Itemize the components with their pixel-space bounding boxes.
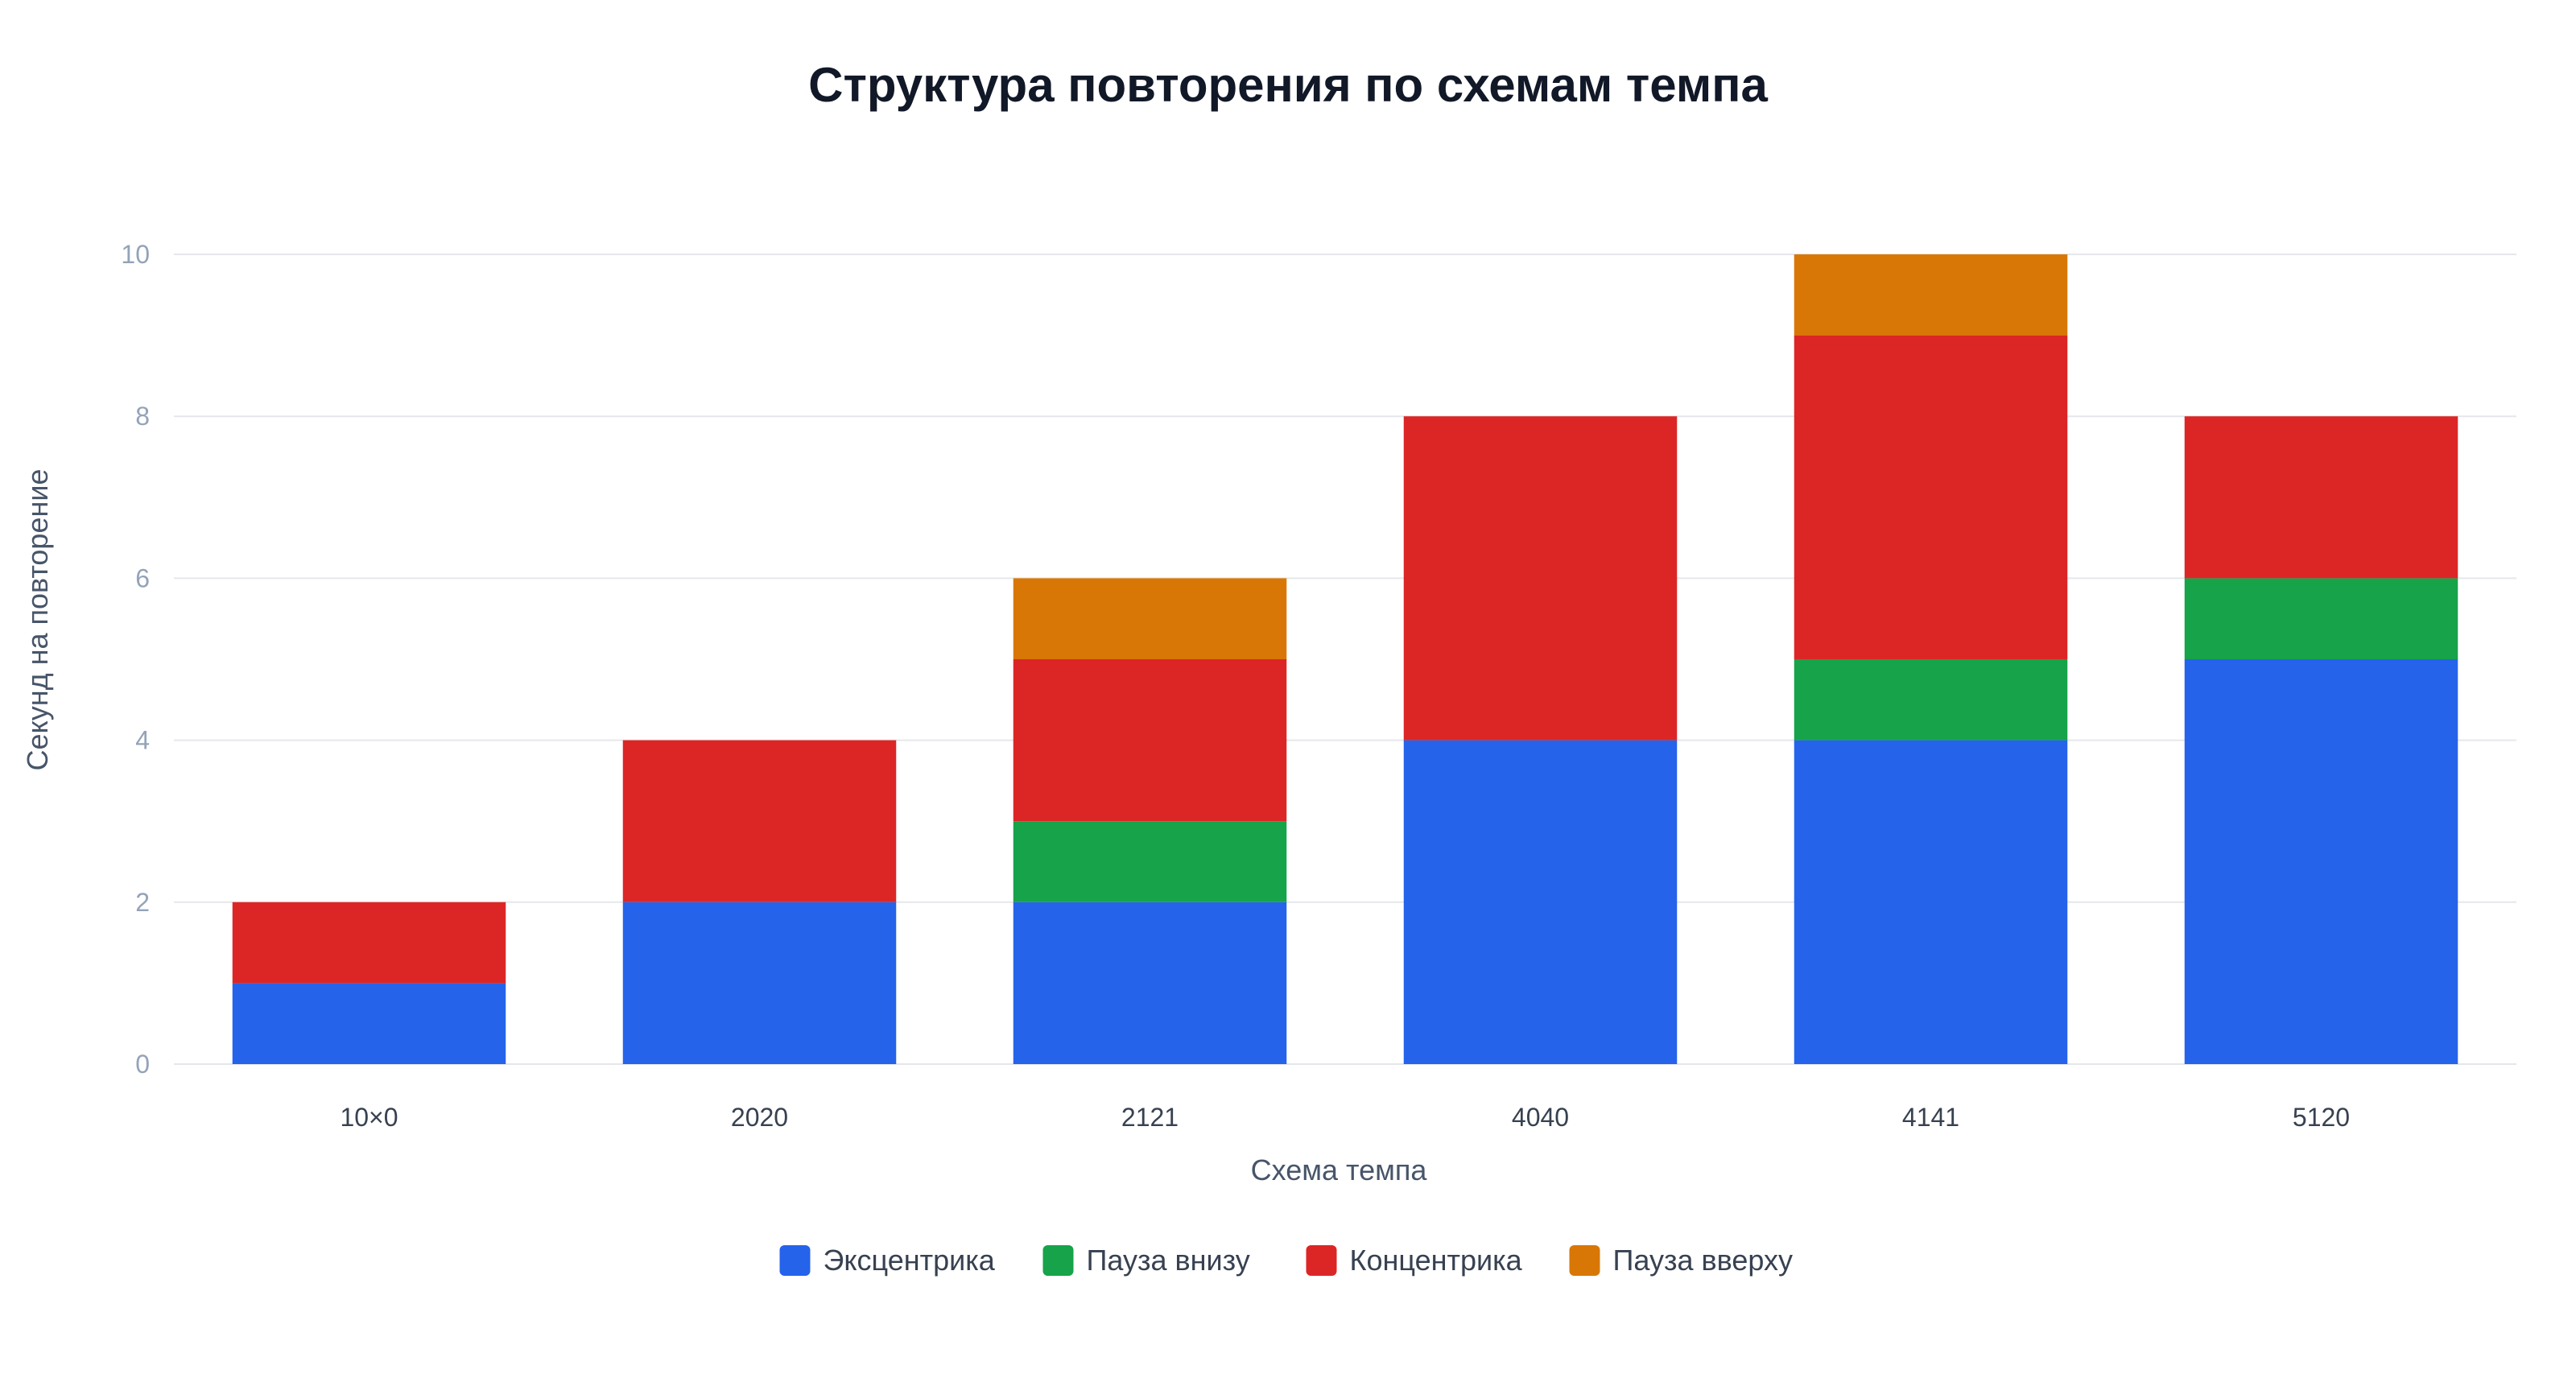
x-tick-label: 10×0 — [340, 1103, 398, 1132]
y-tick-label: 6 — [135, 563, 150, 592]
x-axis-label: Схема темпа — [1251, 1153, 1428, 1186]
legend-label: Пауза внизу — [1087, 1244, 1250, 1277]
x-tick-label: 2020 — [731, 1103, 788, 1132]
bar-segment — [232, 902, 506, 984]
bar-segment — [1794, 254, 2068, 336]
bar-segment — [2184, 416, 2458, 579]
bar-segment — [1013, 902, 1287, 1064]
x-tick-label: 2121 — [1121, 1103, 1179, 1132]
y-axis-ticks: 0 2 4 6 8 10 — [121, 240, 150, 1079]
y-tick-label: 10 — [121, 240, 150, 269]
bar-segment — [1013, 659, 1287, 822]
legend: Эксцентрика Пауза внизу Концентрика Пауза в… — [779, 1244, 1794, 1277]
bar-segment — [1403, 416, 1678, 741]
y-tick-label: 2 — [135, 888, 150, 917]
bar-segment — [1013, 578, 1287, 659]
legend-label: Концентрика — [1350, 1244, 1523, 1277]
legend-swatch — [1569, 1245, 1600, 1276]
bar-segment — [1794, 740, 2068, 1064]
legend-label: Пауза вверху — [1613, 1244, 1794, 1277]
bar-segment — [232, 983, 506, 1064]
chart-title: Структура повторения по схемам темпа — [808, 58, 1768, 112]
bar-segment — [622, 740, 897, 902]
y-tick-label: 0 — [135, 1050, 150, 1079]
bar-segment — [1794, 335, 2068, 659]
bar-segment — [1794, 659, 2068, 741]
y-tick-label: 4 — [135, 726, 150, 755]
x-tick-label: 5120 — [2293, 1103, 2350, 1132]
bar-stacks — [232, 254, 2458, 1064]
legend-swatch — [1306, 1245, 1337, 1276]
legend-swatch — [779, 1245, 811, 1276]
legend-swatch — [1042, 1245, 1074, 1276]
x-axis-ticks: 10×0 2020 2121 4040 4141 5120 — [340, 1103, 2350, 1132]
legend-item: Концентрика — [1306, 1244, 1523, 1277]
legend-item: Эксцентрика — [779, 1244, 996, 1277]
legend-item: Пауза вверху — [1569, 1244, 1794, 1277]
legend-label: Эксцентрика — [824, 1244, 996, 1277]
x-tick-label: 4141 — [1902, 1103, 1959, 1132]
bar-segment — [2184, 578, 2458, 659]
y-tick-label: 8 — [135, 402, 150, 431]
y-axis-label: Секунд на повторение — [21, 469, 54, 771]
x-tick-label: 4040 — [1512, 1103, 1569, 1132]
legend-item: Пауза внизу — [1042, 1244, 1250, 1277]
bar-segment — [2184, 659, 2458, 1064]
bar-segment — [622, 902, 897, 1064]
bar-segment — [1013, 821, 1287, 902]
grid-lines — [174, 254, 2516, 1065]
bar-segment — [1403, 740, 1678, 1064]
